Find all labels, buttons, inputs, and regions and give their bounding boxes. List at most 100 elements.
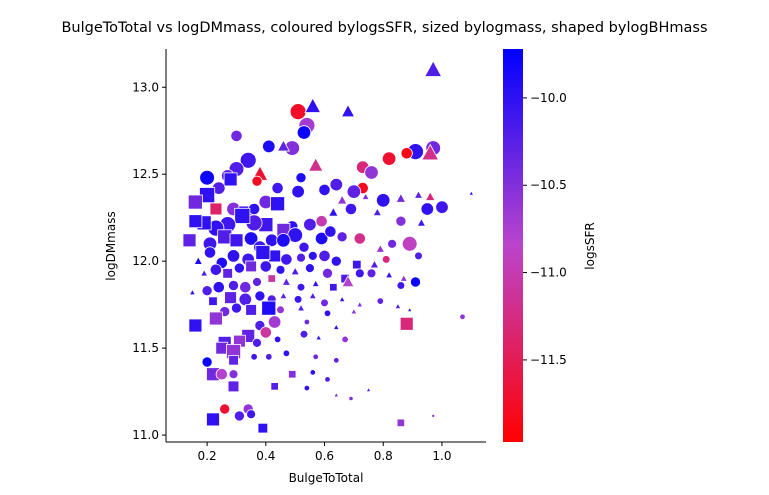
data-point-circle <box>320 298 329 308</box>
data-point-triangle <box>468 190 475 196</box>
data-point-circle <box>239 281 252 294</box>
data-point-circle <box>226 249 241 263</box>
data-point-triangle <box>384 270 394 279</box>
data-point-circle <box>209 263 222 276</box>
data-point-circle <box>376 193 391 208</box>
data-point-circle <box>366 268 377 279</box>
data-point-triangle <box>193 255 204 265</box>
data-point-triangle <box>356 300 364 308</box>
data-point-circle <box>387 238 398 249</box>
data-point-circle <box>265 353 273 361</box>
data-point-circle <box>289 103 307 120</box>
data-point-circle <box>295 172 307 184</box>
data-point-circle <box>344 202 358 216</box>
data-point-square <box>206 412 220 427</box>
data-point-triangle <box>296 303 306 312</box>
data-point-circle <box>259 260 272 273</box>
data-point-circle <box>252 277 262 287</box>
data-point-circle <box>381 255 391 264</box>
data-point-triangle <box>341 274 355 288</box>
data-point-triangle <box>199 268 209 277</box>
colorbar-tick-label: −11.5 <box>530 353 567 367</box>
data-point-triangle <box>333 391 340 398</box>
data-point-circle <box>201 285 213 297</box>
data-point-circle <box>254 290 266 302</box>
data-point-square <box>208 311 223 326</box>
data-point-triangle <box>281 276 292 286</box>
y-tick-label: 12.5 <box>132 167 159 181</box>
data-point-circle <box>227 279 239 291</box>
data-point-triangle <box>365 386 372 393</box>
data-point-circle <box>299 329 309 339</box>
data-point-circle <box>215 368 228 381</box>
data-point-circle <box>353 232 366 245</box>
data-point-circle <box>315 215 328 228</box>
data-point-triangle <box>406 306 413 313</box>
data-point-circle <box>230 302 242 314</box>
data-point-triangle <box>308 291 317 300</box>
data-point-triangle <box>279 291 288 300</box>
data-point-square <box>267 274 276 283</box>
data-point-circle <box>314 231 329 246</box>
data-point-circle <box>233 410 245 422</box>
data-point-circle <box>364 165 379 180</box>
x-tick-label: 1.0 <box>432 449 451 463</box>
data-point-circle <box>420 202 435 216</box>
data-point-circle <box>312 353 319 360</box>
data-point-circle <box>219 403 231 415</box>
data-point-square <box>257 422 269 434</box>
data-point-triangle <box>311 279 320 287</box>
data-point-circle <box>228 369 239 380</box>
data-point-circle <box>400 147 413 160</box>
data-point-circle <box>201 356 213 368</box>
data-point-square <box>245 304 257 316</box>
data-point-circle <box>323 309 332 317</box>
data-point-triangle <box>304 97 322 113</box>
data-point-square <box>261 300 277 316</box>
data-point-square <box>188 214 203 229</box>
data-point-circle <box>252 337 262 348</box>
y-tick-label: 11.5 <box>132 341 159 355</box>
data-point-circle <box>329 177 344 192</box>
x-tick-label: 0.4 <box>256 449 275 463</box>
data-point-circle <box>346 184 362 199</box>
colorbar-label: logsSFR <box>583 222 597 269</box>
data-point-triangle <box>394 302 402 310</box>
data-point-circle <box>265 233 279 248</box>
colorbar-tick-label: −11.0 <box>530 266 567 280</box>
data-point-square <box>229 233 244 248</box>
data-point-circle <box>250 353 258 361</box>
data-point-circle <box>409 276 421 288</box>
data-point-triangle <box>416 217 427 227</box>
data-point-circle <box>435 200 449 214</box>
data-point-circle <box>296 282 306 292</box>
data-point-circle <box>396 281 406 290</box>
y-tick-label: 13.0 <box>132 80 159 94</box>
data-point-square <box>270 382 279 391</box>
data-point-circle <box>276 305 285 315</box>
data-point-circle <box>238 292 253 307</box>
data-point-square <box>209 202 223 216</box>
data-point-square <box>245 260 257 273</box>
data-point-circle <box>251 175 263 187</box>
data-point-square <box>187 194 203 210</box>
data-point-square <box>288 370 297 379</box>
data-point-triangle <box>336 194 348 205</box>
data-point-circle <box>354 268 365 279</box>
data-point-circle <box>296 125 312 140</box>
data-point-square <box>182 233 197 248</box>
colorbar-tick-label: −10.0 <box>530 91 567 105</box>
data-point-square <box>396 418 406 428</box>
data-point-triangle <box>350 307 358 315</box>
colorbar-tick-label: −10.5 <box>530 178 567 192</box>
data-point-circle <box>336 231 348 243</box>
data-point-triangle <box>332 323 340 330</box>
data-point-circle <box>330 255 342 267</box>
data-point-triangle <box>395 192 407 203</box>
data-point-circle <box>376 297 384 305</box>
data-point-circle <box>324 376 331 383</box>
data-point-triangle <box>188 288 196 296</box>
y-tick-label: 12.0 <box>132 254 159 268</box>
data-point-triangle <box>375 243 386 253</box>
data-point-circle <box>333 357 340 364</box>
